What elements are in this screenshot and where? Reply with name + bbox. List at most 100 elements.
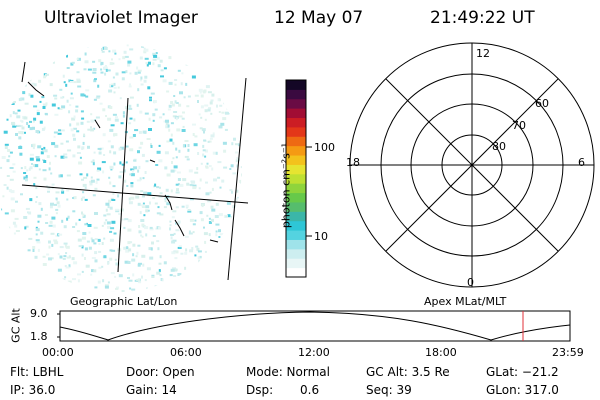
uv-speckle [28, 93, 31, 97]
uv-speckle [94, 238, 98, 241]
uv-speckle [1, 228, 4, 232]
uv-speckle [177, 273, 182, 276]
uv-speckle [198, 113, 201, 116]
uv-speckle [108, 176, 111, 179]
uv-speckle [35, 130, 40, 133]
mlt-label-6: 6 [578, 156, 585, 169]
altitude-frame [59, 310, 571, 342]
info-flt: Flt: LBHL [10, 365, 64, 379]
uv-speckle [17, 256, 21, 259]
uv-speckle [80, 197, 83, 201]
uv-speckle [234, 224, 237, 228]
uv-speckle [245, 197, 249, 200]
uv-speckle [45, 291, 50, 292]
colorbar-segment [286, 136, 306, 147]
uv-speckle [107, 225, 111, 229]
uv-speckle [203, 226, 205, 229]
uv-speckle [169, 224, 172, 227]
uv-speckle [85, 89, 90, 92]
uv-speckle [234, 288, 239, 291]
uv-speckle [33, 117, 37, 121]
uv-speckle [61, 190, 65, 194]
uv-speckle [236, 228, 239, 231]
uv-speckle [87, 224, 92, 227]
uv-speckle [202, 149, 206, 152]
uv-speckle [165, 119, 169, 123]
uv-speckle [109, 249, 113, 252]
uv-speckle [228, 77, 232, 81]
uv-speckle [62, 288, 66, 292]
uv-speckle [90, 128, 95, 132]
uv-speckle [138, 165, 141, 169]
uv-speckle [14, 217, 19, 220]
uv-speckle [40, 207, 43, 211]
uv-speckle [163, 206, 167, 209]
uv-speckle [157, 64, 161, 68]
uv-speckle [16, 115, 21, 119]
uv-speckle [61, 105, 66, 109]
uv-speckle [149, 256, 154, 260]
uv-speckle [101, 50, 105, 53]
uv-speckle [72, 154, 76, 158]
uv-speckle [20, 277, 24, 280]
uv-speckle [241, 52, 242, 55]
uv-speckle [221, 111, 225, 114]
uv-speckle [76, 58, 79, 60]
uv-speckle [139, 56, 143, 60]
uv-speckle [185, 248, 188, 252]
uv-speckle [177, 69, 181, 72]
uv-speckle [239, 262, 242, 265]
uv-speckle [12, 125, 17, 128]
uv-speckle [103, 154, 106, 156]
uv-speckle [148, 117, 151, 121]
uv-speckle [67, 149, 72, 152]
uv-speckle [98, 243, 101, 245]
uv-speckle [144, 171, 147, 174]
uv-speckle [123, 50, 127, 54]
uv-speckle [33, 57, 38, 60]
uv-speckle [132, 134, 136, 137]
uv-speckle [236, 247, 241, 251]
uv-speckle [213, 58, 218, 62]
uv-speckle [39, 100, 42, 103]
uv-speckle [35, 228, 40, 232]
uv-speckle [248, 49, 250, 52]
uv-speckle [55, 197, 58, 200]
uv-speckle [78, 161, 83, 165]
uv-speckle [180, 82, 183, 86]
uv-speckle [169, 274, 173, 277]
uv-speckle [107, 205, 110, 209]
uv-speckle [12, 111, 15, 115]
uv-speckle [103, 214, 107, 217]
uv-speckle [175, 156, 178, 159]
uv-speckle [200, 218, 204, 222]
uv-speckle [110, 145, 114, 149]
uv-speckle [109, 62, 113, 65]
uv-speckle [249, 224, 253, 227]
uv-speckle [201, 204, 204, 208]
uv-speckle [218, 256, 221, 260]
uv-speckle [183, 56, 187, 59]
uv-speckle [58, 56, 60, 59]
uv-speckle [104, 72, 107, 76]
uv-speckle [137, 169, 140, 173]
uv-speckle [141, 44, 145, 48]
uv-speckle [22, 91, 26, 95]
uv-speckle [1, 272, 5, 276]
uv-speckle [7, 292, 9, 294]
uv-speckle [53, 135, 56, 138]
uv-speckle [81, 236, 86, 240]
uv-speckle [221, 82, 225, 85]
uv-speckle [115, 72, 119, 76]
uv-speckle [152, 52, 157, 56]
uv-speckle [173, 165, 178, 169]
uv-speckle [155, 164, 159, 166]
uv-speckle [38, 168, 41, 171]
uv-speckle [121, 218, 126, 221]
uv-speckle [123, 246, 127, 250]
uv-speckle [42, 103, 47, 107]
uv-speckle [55, 234, 58, 237]
uv-speckle [122, 56, 126, 60]
uv-speckle [50, 202, 54, 206]
uv-speckle [57, 132, 62, 135]
